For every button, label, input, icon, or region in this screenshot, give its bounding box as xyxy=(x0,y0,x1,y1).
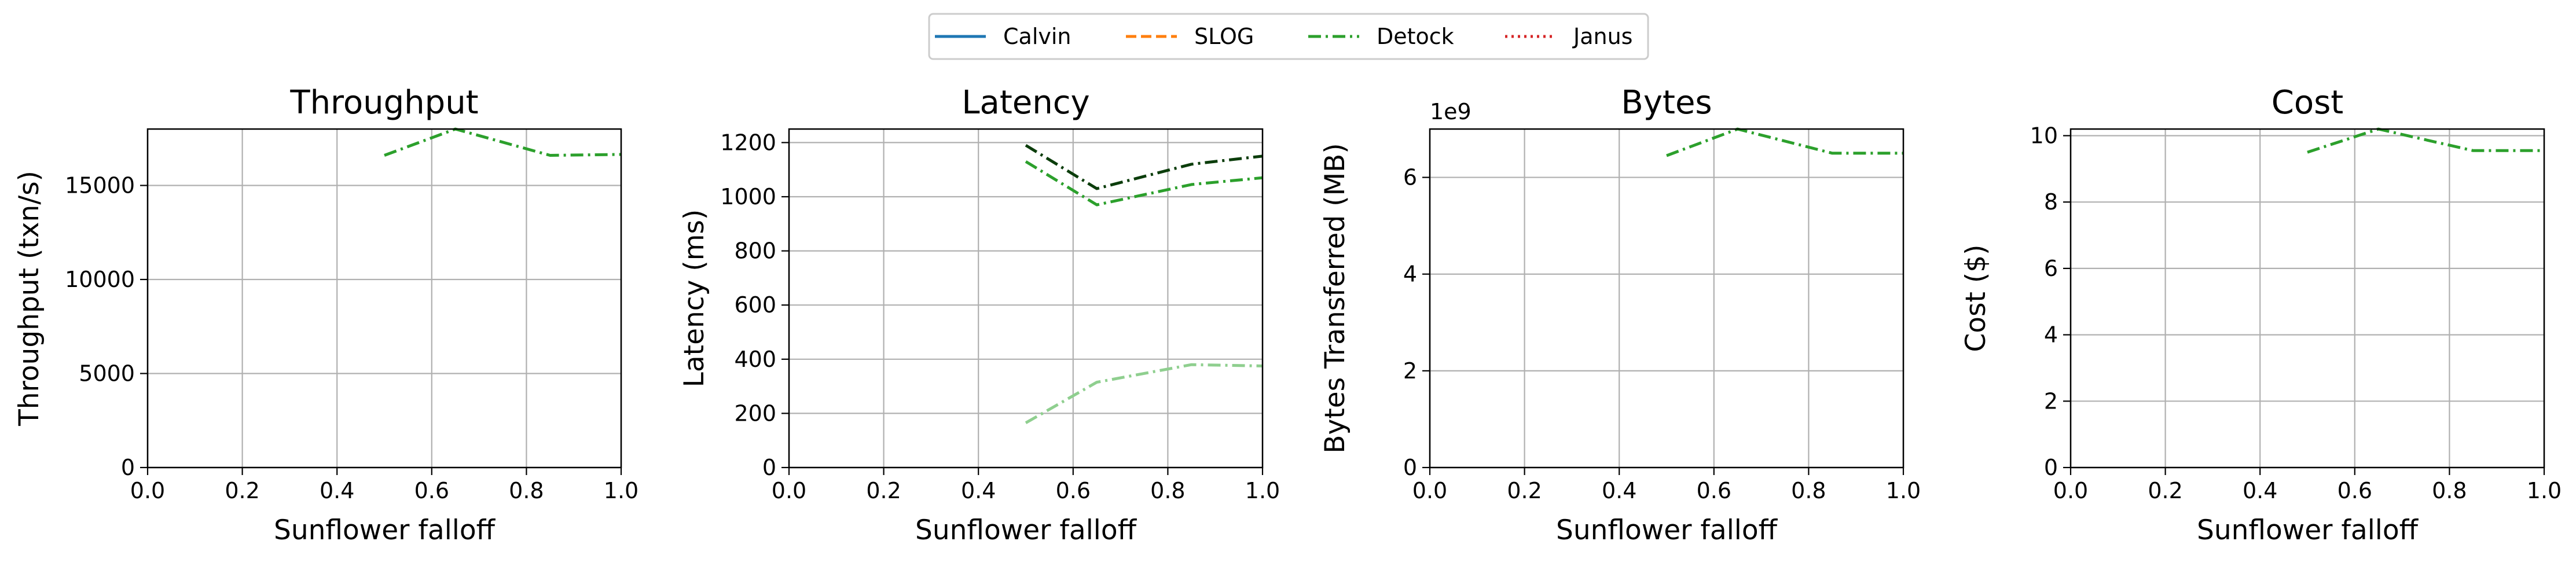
x-tick-label: 0.0 xyxy=(2053,478,2088,503)
y-tick-label: 5000 xyxy=(79,361,135,387)
x-tick-label: 1.0 xyxy=(604,478,639,503)
y-tick-label: 6 xyxy=(2044,256,2058,281)
legend-label-calvin: Calvin xyxy=(1003,24,1072,49)
x-tick-label: 0.8 xyxy=(1791,478,1826,503)
legend: Calvin SLOG Detock Janus xyxy=(928,13,1649,60)
cost-series-line-0 xyxy=(2307,127,2544,154)
y-tick-label: 8 xyxy=(2044,189,2058,215)
y-axis-label: Latency (ms) xyxy=(678,209,710,388)
x-tick-label: 0.0 xyxy=(1412,478,1447,503)
y-tick-label: 600 xyxy=(734,292,776,318)
y-tick-label: 10 xyxy=(2030,123,2058,148)
latency-series-line-1 xyxy=(1025,160,1263,207)
plot-frame xyxy=(788,128,1264,469)
x-tick-label: 0.6 xyxy=(1697,478,1731,503)
y-tick-label: 4 xyxy=(2044,322,2058,348)
y-tick-label: 0 xyxy=(121,455,135,480)
x-tick-label: 0.6 xyxy=(2338,478,2372,503)
x-tick-label: 0.8 xyxy=(1150,478,1185,503)
y-tick-label: 6 xyxy=(1403,165,1417,190)
latency-series-line-2 xyxy=(1025,363,1263,424)
x-tick-label: 0.2 xyxy=(866,478,901,503)
y-tick-label: 2 xyxy=(2044,388,2058,414)
y-tick-label: 4 xyxy=(1403,262,1417,287)
plot-frame xyxy=(1429,128,1905,469)
x-tick-label: 0.0 xyxy=(772,478,806,503)
legend-label-janus: Janus xyxy=(1572,24,1632,49)
y-tick-label: 10000 xyxy=(65,267,135,292)
y-tick-label: 400 xyxy=(734,347,776,372)
plot-frame xyxy=(146,128,622,469)
x-tick-label: 0.6 xyxy=(1056,478,1091,503)
x-tick-label: 0.2 xyxy=(2148,478,2182,503)
x-tick-label: 0.8 xyxy=(2432,478,2467,503)
y-tick-label: 800 xyxy=(734,238,776,264)
y-axis-label: Bytes Transferred (MB) xyxy=(1319,143,1351,453)
latency-series-line-0 xyxy=(1025,143,1263,190)
y-axis-label: Cost ($) xyxy=(1960,244,1992,352)
x-tick-label: 0.2 xyxy=(1507,478,1542,503)
x-tick-label: 0.8 xyxy=(509,478,544,503)
y-offset-label: 1e9 xyxy=(1430,99,1472,124)
latency-panel: 0.0 0.2 0.4 0.6 0.8 1.0 0 200 400 600 800 1000 1200 L… xyxy=(678,84,1280,546)
bytes-series-line-0 xyxy=(1666,127,1903,157)
y-tick-label: 200 xyxy=(734,400,776,426)
chart-panels: 0.0 0.2 0.4 0.6 0.8 1.0050001000015000Through… xyxy=(13,84,2562,546)
legend-label-slog: SLOG xyxy=(1194,24,1254,49)
x-tick-label: 0.4 xyxy=(961,478,996,503)
y-tick-label: 0 xyxy=(1403,455,1417,480)
panel-title: Throughput xyxy=(289,84,478,122)
x-tick-label: 0.4 xyxy=(2243,478,2277,503)
panel-title: Cost xyxy=(2272,84,2344,122)
x-axis-label: Sunflower falloff xyxy=(1556,514,1778,546)
x-tick-label: 0.2 xyxy=(225,478,259,503)
y-tick-label: 2 xyxy=(1403,358,1417,384)
panel-title: Bytes xyxy=(1621,84,1712,122)
x-axis-label: Sunflower falloff xyxy=(2197,514,2419,546)
y-axis-label: Throughput (txn/s) xyxy=(13,171,45,426)
y-tick-label: 0 xyxy=(762,455,776,480)
x-axis-label: Sunflower falloff xyxy=(274,514,496,546)
x-tick-label: 0.4 xyxy=(1602,478,1636,503)
y-tick-label: 1200 xyxy=(720,130,776,155)
x-tick-label: 1.0 xyxy=(1245,478,1280,503)
y-tick-label: 1000 xyxy=(720,184,776,209)
cost-panel: 0.0 0.2 0.4 0.6 0.8 1.0 0 2 4 6 8 10 Cost Sunflower f… xyxy=(1960,84,2562,546)
x-axis-label: Sunflower falloff xyxy=(915,514,1137,546)
legend-frame xyxy=(928,13,1649,60)
x-tick-label: 1.0 xyxy=(2527,478,2562,503)
throughput-panel: 0.0 0.2 0.4 0.6 0.8 1.0 0 5000 10000 15000 Through… xyxy=(13,84,639,546)
y-tick-label: 0 xyxy=(2044,455,2058,480)
throughput-series-line-0 xyxy=(384,127,621,157)
x-tick-label: 0.0 xyxy=(130,478,165,503)
y-tick-label: 15000 xyxy=(65,173,135,198)
bytes-panel: 0.0 0.2 0.4 0.6 0.8 1.0 0 2 4 6 Bytes Sunflower fal… xyxy=(1319,84,1921,546)
x-tick-label: 0.4 xyxy=(320,478,354,503)
legend-label-detock: Detock xyxy=(1377,24,1454,49)
x-tick-label: 0.6 xyxy=(414,478,449,503)
plot-frame xyxy=(2069,128,2545,469)
x-tick-label: 1.0 xyxy=(1886,478,1921,503)
panel-title: Latency xyxy=(962,84,1089,122)
